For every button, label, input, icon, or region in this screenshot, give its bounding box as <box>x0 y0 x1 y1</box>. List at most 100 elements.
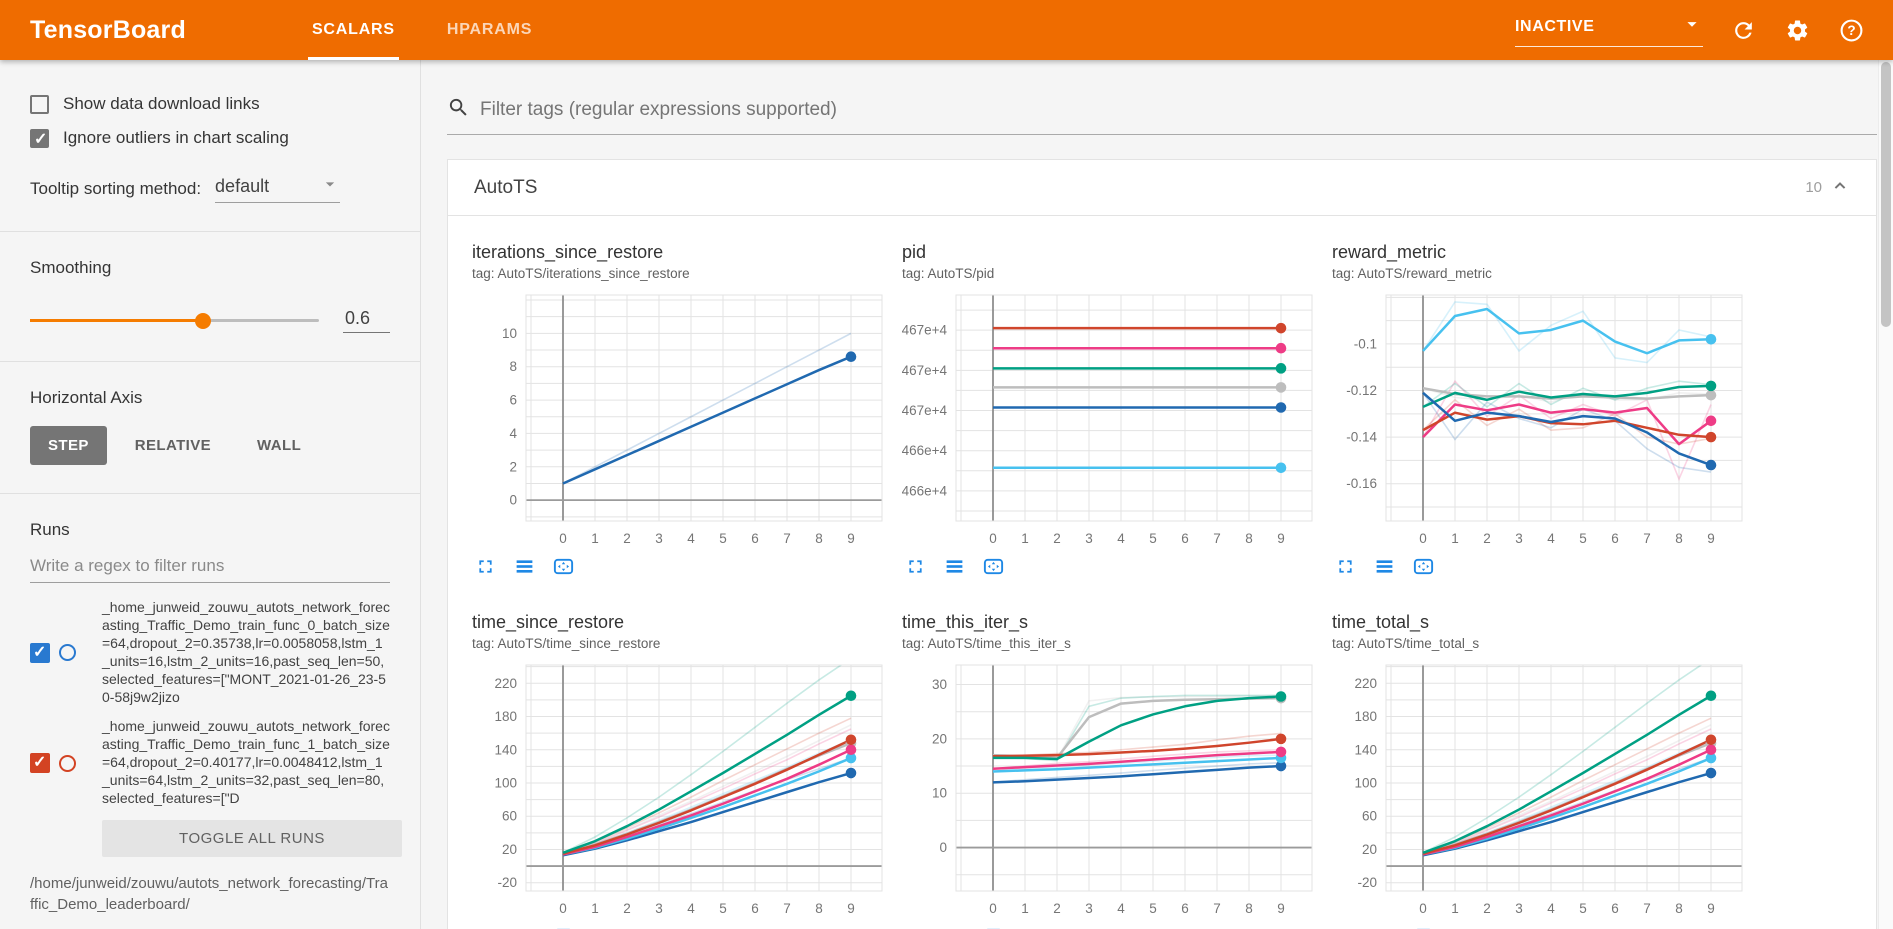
run-color-radio[interactable] <box>59 754 76 772</box>
fit-domain-icon[interactable] <box>982 555 1005 578</box>
svg-text:6: 6 <box>751 531 759 546</box>
toggle-all-runs-button[interactable]: TOGGLE ALL RUNS <box>102 819 402 857</box>
data-table-icon[interactable] <box>1373 555 1396 578</box>
run-checkbox[interactable] <box>30 752 50 774</box>
data-table-icon[interactable] <box>943 555 966 578</box>
svg-text:20: 20 <box>502 842 517 857</box>
run-checkbox[interactable] <box>30 642 50 663</box>
scrollbar-thumb[interactable] <box>1881 62 1891 327</box>
tag-filter-input[interactable] <box>480 99 1877 121</box>
svg-text:2: 2 <box>509 459 517 474</box>
fullscreen-icon[interactable] <box>1334 925 1357 929</box>
svg-text:2: 2 <box>1483 901 1491 916</box>
svg-text:9: 9 <box>1707 901 1715 916</box>
svg-text:2.467e+4: 2.467e+4 <box>902 363 947 378</box>
tab-hparams[interactable]: HPARAMS <box>446 21 533 38</box>
chart-toolbar <box>1332 925 1760 929</box>
svg-text:3: 3 <box>655 901 663 916</box>
settings-gear-icon[interactable] <box>1783 16 1811 44</box>
svg-text:10: 10 <box>502 326 517 341</box>
svg-text:8: 8 <box>509 359 517 374</box>
chart-title: reward_metric <box>1332 242 1447 262</box>
svg-text:2: 2 <box>1053 531 1061 546</box>
svg-text:4: 4 <box>687 531 695 546</box>
axis-option-relative[interactable]: RELATIVE <box>117 426 229 465</box>
chart-tile: time_this_iter_s tag: AutoTS/time_this_i… <box>902 612 1330 929</box>
svg-text:2: 2 <box>1053 901 1061 916</box>
dropdown-caret-icon <box>320 174 340 199</box>
svg-text:2: 2 <box>1483 531 1491 546</box>
chart-title: pid <box>902 242 927 262</box>
run-name[interactable]: _home_junweid_zouwu_autots_network_forec… <box>102 718 390 807</box>
chevron-up-icon[interactable] <box>1830 176 1850 200</box>
axis-option-wall[interactable]: WALL <box>239 426 319 465</box>
smoothing-value[interactable]: 0.6 <box>342 308 390 333</box>
help-icon[interactable]: ? <box>1837 16 1865 44</box>
tab-scalars[interactable]: SCALARS <box>286 0 421 60</box>
ignore-outliers-checkbox[interactable]: Ignore outliers in chart scaling <box>30 128 390 149</box>
svg-text:4: 4 <box>687 901 695 916</box>
svg-text:1: 1 <box>1451 901 1459 916</box>
svg-text:9: 9 <box>1707 531 1715 546</box>
dropdown-caret-icon <box>1681 13 1703 40</box>
runs-filter-input[interactable] <box>30 556 390 583</box>
data-table-icon[interactable] <box>513 555 536 578</box>
tab-bar: SCALARS HPARAMS <box>286 0 558 60</box>
run-name[interactable]: _home_junweid_zouwu_autots_network_forec… <box>102 599 390 705</box>
svg-text:9: 9 <box>1277 531 1285 546</box>
svg-text:30: 30 <box>932 677 947 692</box>
svg-text:1: 1 <box>591 531 599 546</box>
data-table-icon[interactable] <box>1373 925 1396 929</box>
data-table-icon[interactable] <box>513 925 536 929</box>
axis-option-step[interactable]: STEP <box>30 426 107 465</box>
run-color-radio[interactable] <box>59 644 76 662</box>
svg-text:8: 8 <box>815 531 823 546</box>
fullscreen-icon[interactable] <box>904 925 927 929</box>
svg-text:2: 2 <box>623 531 631 546</box>
fit-domain-icon[interactable] <box>552 555 575 578</box>
refresh-icon[interactable] <box>1729 16 1757 44</box>
run-status-dropdown[interactable]: INACTIVE <box>1515 13 1703 47</box>
run-item-1: _home_junweid_zouwu_autots_network_forec… <box>30 718 390 808</box>
svg-text:?: ? <box>1847 23 1855 38</box>
svg-text:-0.14: -0.14 <box>1346 430 1377 445</box>
svg-text:7: 7 <box>1213 531 1221 546</box>
chart-title: time_since_restore <box>472 612 625 632</box>
svg-text:2.466e+4: 2.466e+4 <box>902 443 947 458</box>
svg-text:3: 3 <box>655 531 663 546</box>
settings-sidebar: Show data download links Ignore outliers… <box>0 60 421 929</box>
horizontal-axis-options: STEP RELATIVE WALL <box>30 426 390 465</box>
data-table-icon[interactable] <box>943 925 966 929</box>
svg-text:10: 10 <box>932 786 947 801</box>
svg-text:0: 0 <box>1419 901 1427 916</box>
show-download-links-checkbox[interactable]: Show data download links <box>30 94 390 114</box>
log-directory-path: /home/junweid/zouwu/autots_network_forec… <box>30 874 388 913</box>
chart-plot[interactable]: 10 8 6 4 2 0 0 1 2 3 4 5 6 7 8 9 <box>472 289 890 549</box>
scrollbar[interactable] <box>1878 60 1893 929</box>
fit-domain-icon[interactable] <box>982 925 1005 929</box>
fullscreen-icon[interactable] <box>474 925 497 929</box>
tooltip-sorting-select[interactable]: default <box>215 174 341 203</box>
smoothing-slider-thumb[interactable] <box>195 312 212 329</box>
fullscreen-icon[interactable] <box>904 555 927 578</box>
svg-text:2.467e+4: 2.467e+4 <box>902 323 947 338</box>
chart-plot[interactable]: 220 180 140 100 60 20 -20 0 1 2 3 4 5 6 7 8 9 <box>1332 659 1750 919</box>
chart-plot[interactable]: 30 20 10 0 0 1 2 3 4 5 6 7 8 9 <box>902 659 1320 919</box>
chart-plot[interactable]: 220 180 140 100 60 20 -20 0 1 2 3 4 5 6 7 8 9 <box>472 659 890 919</box>
fullscreen-icon[interactable] <box>1334 555 1357 578</box>
checkbox-icon[interactable] <box>30 94 49 114</box>
smoothing-label: Smoothing <box>30 258 112 277</box>
svg-text:100: 100 <box>494 775 517 790</box>
autots-card: AutoTS 10 iterations_since_restore tag: … <box>447 159 1877 929</box>
fit-domain-icon[interactable] <box>552 925 575 929</box>
autots-section-header[interactable]: AutoTS 10 <box>448 160 1876 216</box>
smoothing-slider[interactable] <box>30 312 319 329</box>
svg-text:-0.16: -0.16 <box>1346 476 1377 491</box>
fit-domain-icon[interactable] <box>1412 555 1435 578</box>
svg-text:-20: -20 <box>497 875 517 890</box>
fit-domain-icon[interactable] <box>1412 925 1435 929</box>
chart-plot[interactable]: -0.1 -0.12 -0.14 -0.16 0 1 2 3 4 5 6 7 8 9 <box>1332 289 1750 549</box>
chart-plot[interactable]: 2.467e+4 2.467e+4 2.467e+4 2.466e+4 2.466e+4… <box>902 289 1320 549</box>
checkbox-icon[interactable] <box>30 128 49 149</box>
fullscreen-icon[interactable] <box>474 555 497 578</box>
